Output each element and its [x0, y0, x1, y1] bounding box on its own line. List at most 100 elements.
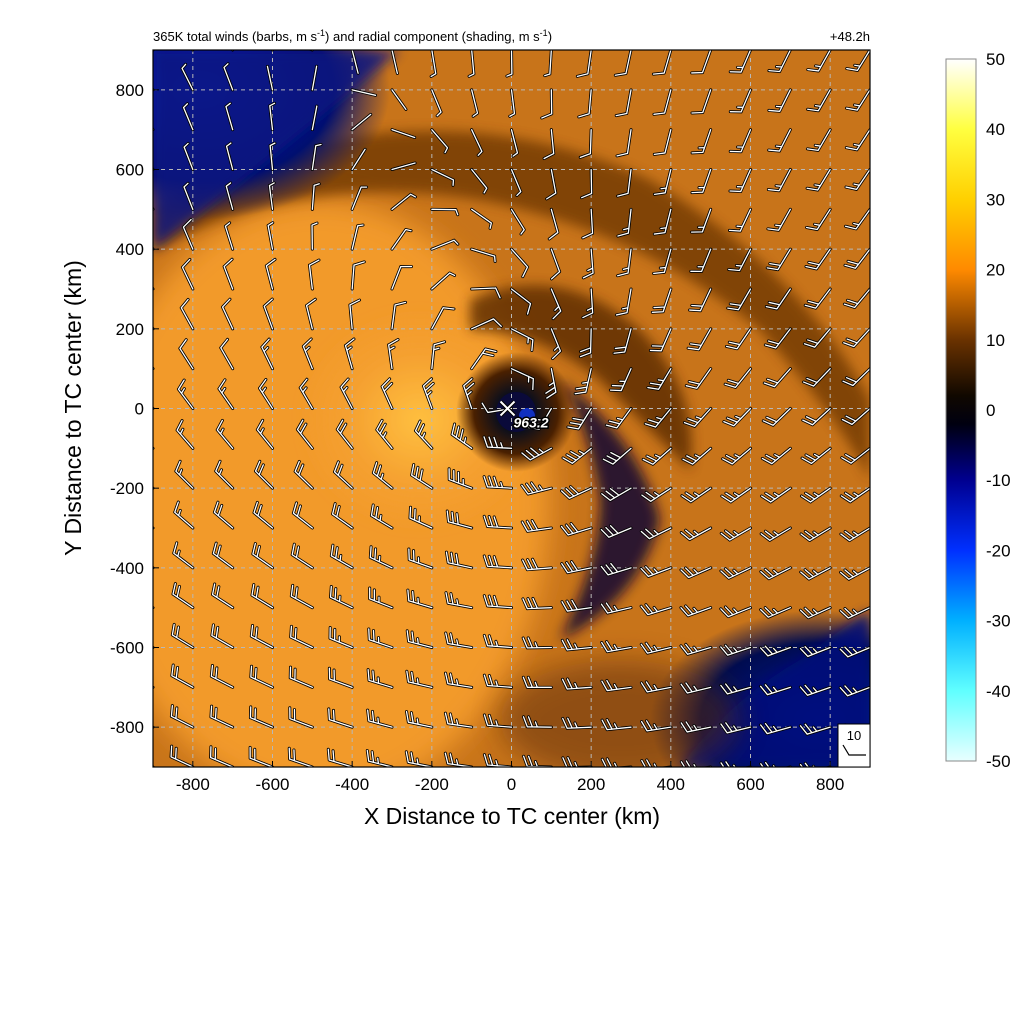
wind-barb: [225, 141, 235, 171]
wind-barb: [252, 500, 274, 530]
wind-barb: [390, 161, 417, 171]
wind-barb-stroke: [561, 639, 592, 651]
wind-barb: [215, 418, 235, 450]
wind-barb: [520, 519, 553, 533]
wind-barb: [560, 598, 593, 613]
wind-barb-stroke: [391, 129, 416, 139]
wind-barb-stroke: [431, 341, 446, 370]
wind-barb-stroke: [728, 208, 752, 232]
wind-barb: [470, 88, 480, 118]
wind-barb-stroke: [171, 623, 194, 649]
wind-barb: [482, 633, 513, 649]
wind-barb-stroke: [483, 674, 513, 688]
wind-barb-stroke: [177, 379, 194, 410]
wind-barb: [639, 680, 673, 694]
wind-barb-stroke: [333, 461, 353, 489]
wind-barb-stroke: [761, 447, 791, 465]
wind-barb: [175, 419, 195, 450]
wind-barb-stroke: [221, 298, 234, 330]
wind-barb: [805, 207, 832, 232]
wind-barb-stroke: [803, 328, 831, 348]
wind-barb-stroke: [510, 288, 532, 315]
wind-barb-stroke: [601, 487, 632, 501]
wind-barb-stroke: [340, 378, 353, 410]
wind-barb: [600, 486, 633, 502]
reference-barb-label: 10: [847, 728, 861, 743]
chart-title: 365K total winds (barbs, m s-1) and radi…: [153, 28, 552, 44]
wind-barb-stroke: [550, 328, 562, 360]
wind-barb-stroke: [468, 50, 475, 78]
x-tick-label: 400: [657, 775, 685, 794]
wind-barb-stroke: [223, 258, 234, 290]
wind-barb-stroke: [366, 709, 393, 728]
wind-barb: [601, 446, 633, 466]
wind-barb: [211, 541, 235, 570]
wind-barb: [217, 378, 235, 410]
wind-barb: [652, 247, 673, 275]
wind-barb-stroke: [445, 592, 473, 609]
wind-barb: [209, 704, 235, 729]
wind-barb: [720, 486, 752, 504]
wind-barb-stroke: [267, 222, 274, 250]
wind-barb: [798, 683, 832, 697]
wind-barb: [799, 606, 832, 620]
wind-barb: [350, 88, 378, 97]
wind-barb-outline: [153, 685, 155, 689]
wind-barb-stroke: [448, 468, 473, 489]
wind-barb-stroke: [720, 606, 752, 618]
wind-barb: [842, 287, 870, 309]
wind-barb-stroke: [381, 378, 393, 410]
wind-barb-stroke: [311, 183, 320, 210]
wind-barb-stroke: [444, 672, 473, 688]
wind-barb: [310, 221, 319, 251]
wind-barb-stroke: [720, 567, 752, 579]
wind-barb-stroke: [391, 162, 416, 171]
wind-barb: [690, 168, 713, 195]
wind-barb: [560, 485, 593, 500]
wind-barb: [268, 141, 277, 171]
wind-barb-stroke: [840, 487, 870, 503]
wind-barb-outline: [153, 205, 155, 211]
wind-barb: [561, 446, 593, 465]
wind-barb-stroke: [216, 419, 234, 449]
wind-barb: [249, 623, 274, 649]
wind-barb: [470, 347, 498, 371]
wind-barb: [375, 418, 394, 450]
wind-barb: [722, 407, 752, 428]
wind-barb: [690, 50, 713, 75]
wind-barb: [510, 128, 519, 158]
wind-barb: [390, 88, 408, 111]
wind-barb: [153, 526, 155, 530]
wind-barb-stroke: [691, 50, 712, 74]
wind-barb: [467, 50, 476, 78]
wind-barb-stroke: [351, 113, 372, 131]
colorbar-ticks: 50 40 30 20 10 0 -10 -20 -30 -40 -50: [986, 50, 1011, 771]
wind-barb-stroke: [653, 129, 672, 156]
wind-barb: [369, 503, 394, 530]
title-part-1: 365K total winds (barbs, m s: [153, 29, 318, 44]
wind-barb: [444, 550, 474, 570]
wind-barb-stroke: [805, 208, 831, 231]
wind-barb-stroke: [605, 407, 632, 429]
wind-barb: [561, 756, 593, 767]
wind-barb-stroke: [391, 50, 399, 75]
wind-barb: [153, 205, 155, 211]
wind-barb: [350, 185, 369, 211]
wind-barb-stroke: [290, 584, 313, 609]
wind-barb-stroke: [431, 129, 449, 154]
wind-barb-stroke: [329, 585, 353, 609]
wind-barb: [430, 207, 460, 217]
wind-barb: [390, 192, 417, 211]
wind-barb-stroke: [369, 546, 393, 569]
wind-barb: [762, 367, 792, 389]
wind-barb-stroke: [483, 515, 513, 529]
wind-barb: [728, 168, 752, 193]
wind-barb: [719, 682, 752, 696]
wind-barb-stroke: [406, 670, 433, 688]
wind-barb-stroke: [680, 605, 712, 617]
tc-center-marker: 963.2: [499, 400, 550, 432]
wind-barb: [170, 622, 195, 649]
wind-barb-stroke: [174, 501, 194, 529]
colorbar-tick-label: -10: [986, 471, 1011, 490]
wind-barb-stroke: [802, 407, 831, 426]
